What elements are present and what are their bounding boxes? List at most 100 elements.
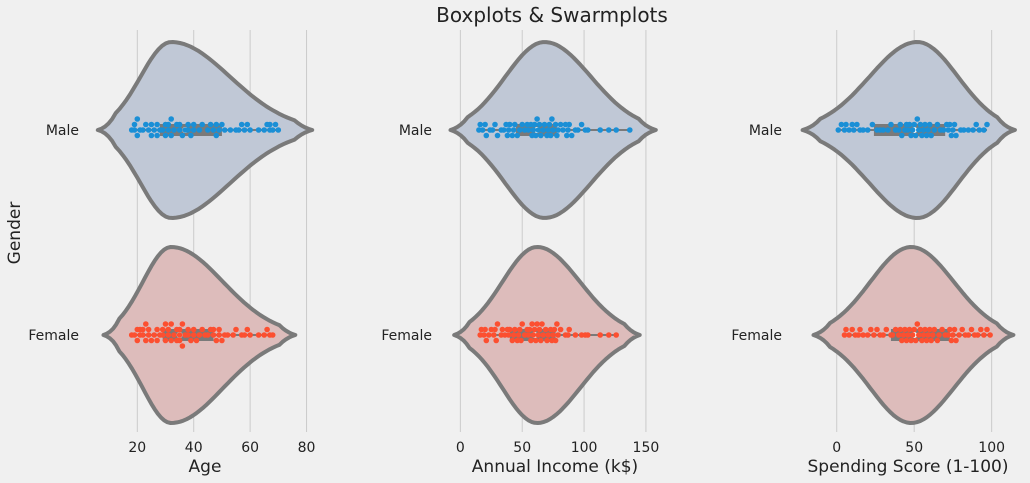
swarm-point [535, 332, 542, 338]
swarm-point [185, 121, 191, 128]
swarm-point [171, 332, 177, 338]
swarm-point [188, 132, 194, 139]
swarm-point [210, 326, 217, 333]
swarm-point [564, 132, 570, 139]
swarm-point [219, 337, 225, 344]
swarm-point [550, 332, 556, 338]
swarm-point [566, 326, 572, 333]
swarm-point [168, 132, 174, 139]
x-axis-label: Annual Income (k$) [472, 457, 638, 477]
swarm-point [151, 332, 157, 338]
swarm-point [549, 116, 555, 122]
swarm-point [860, 332, 866, 338]
swarm-point [899, 337, 905, 344]
swarm-point [585, 332, 591, 338]
swarm-point [530, 127, 537, 133]
swarm-point [492, 326, 498, 333]
swarm-point [482, 121, 488, 128]
swarm-point [507, 121, 513, 128]
swarm-point [555, 127, 561, 133]
swarm-point [148, 121, 155, 128]
swarm-point [190, 332, 197, 338]
category-label: Female [381, 328, 432, 344]
swarm-point [482, 326, 488, 333]
swarm-point [165, 121, 172, 128]
swarm-point [613, 127, 619, 133]
swarm-point [843, 326, 849, 333]
swarm-point [216, 332, 222, 338]
swarm-point [154, 132, 160, 139]
swarm-point [267, 121, 273, 128]
swarm-point [843, 121, 849, 128]
swarm-point [500, 127, 507, 133]
swarm-point [264, 326, 270, 333]
swarm-point [585, 127, 591, 133]
swarm-point [947, 326, 953, 333]
swarm-point [920, 127, 927, 133]
x-tick-label: 50 [905, 440, 923, 456]
swarm-point [205, 127, 211, 133]
swarm-point [597, 127, 603, 133]
swarm-point [193, 337, 200, 344]
swarm-point [529, 321, 535, 327]
category-label: Female [28, 328, 79, 344]
swarm-point [272, 121, 279, 128]
swarm-point [531, 121, 538, 128]
x-tick-label: 40 [185, 440, 203, 456]
swarm-point [541, 121, 548, 128]
swarm-point [507, 326, 513, 333]
swarm-point [162, 132, 169, 139]
swarm-point [134, 132, 141, 139]
swarm-point [934, 337, 941, 344]
swarm-point [213, 121, 220, 128]
swarm-point [846, 332, 852, 338]
swarm-point [261, 332, 268, 338]
swarm-point [912, 337, 919, 344]
swarm-point [143, 337, 149, 344]
chart-title: Boxplots & Swarmplots [436, 3, 668, 27]
swarm-point [533, 132, 539, 139]
swarm-point [916, 332, 922, 338]
swarm-point [190, 127, 197, 133]
swarm-point [981, 332, 987, 338]
category-label: Male [46, 123, 79, 139]
swarm-point [928, 337, 934, 344]
swarm-point [606, 127, 612, 133]
swarm-point [519, 121, 525, 128]
x-tick-label: 100 [571, 440, 598, 456]
swarm-point [536, 121, 543, 128]
swarm-point [176, 121, 183, 128]
swarm-point [199, 326, 205, 333]
swarm-point [162, 321, 169, 327]
swarm-point [542, 326, 549, 333]
swarm-point [134, 337, 141, 344]
swarm-point [606, 332, 612, 338]
swarm-point [895, 332, 902, 338]
swarm-point [481, 332, 487, 338]
swarm-point [926, 121, 933, 128]
swarm-point [880, 332, 886, 338]
swarm-point [145, 326, 152, 333]
swarm-point [486, 332, 492, 338]
x-tick-label: 80 [298, 440, 316, 456]
swarm-point [909, 127, 916, 133]
swarm-point [951, 121, 958, 128]
swarm-point [565, 332, 571, 338]
swarm-point [554, 132, 560, 139]
swarm-point [483, 337, 490, 344]
swarm-point [917, 121, 924, 128]
swarm-point [926, 326, 933, 333]
swarm-point [244, 121, 251, 128]
swarm-point [547, 132, 554, 139]
swarm-point [255, 127, 262, 133]
swarm-point [179, 343, 186, 349]
swarm-point [987, 332, 993, 338]
swarm-point [874, 326, 880, 333]
swarm-point [531, 326, 538, 333]
swarm-point [140, 332, 146, 338]
swarm-point [908, 132, 914, 139]
swarm-point [483, 132, 490, 139]
swarm-point [945, 332, 952, 338]
